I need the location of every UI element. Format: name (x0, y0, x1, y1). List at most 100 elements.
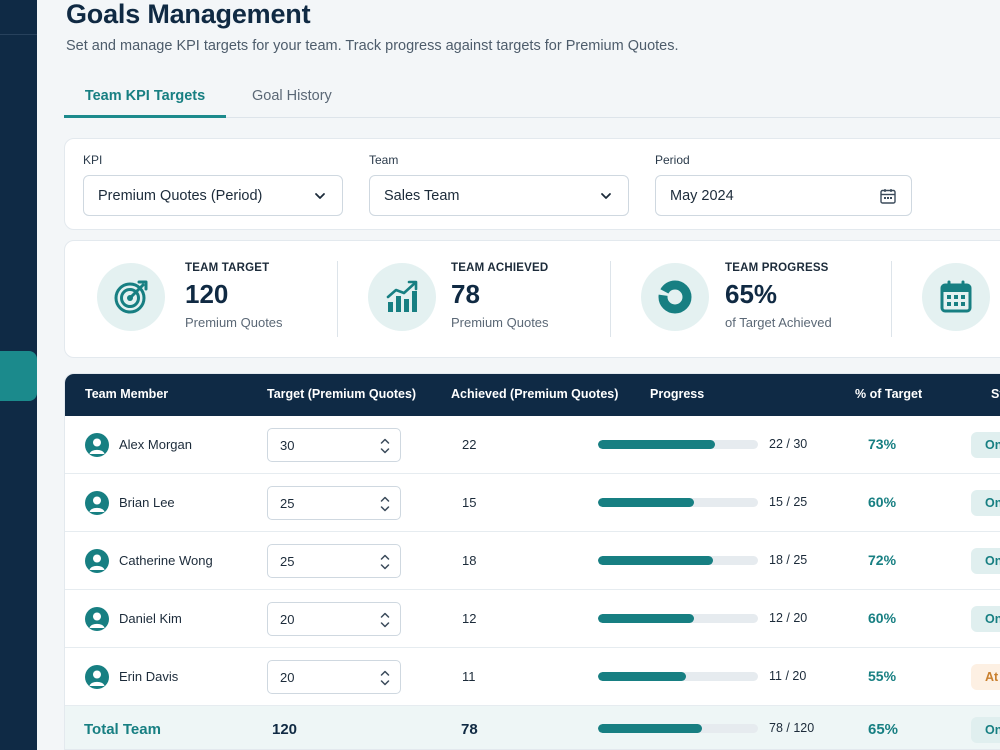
progress-text: 11 / 20 (769, 669, 807, 683)
status-badge: At (971, 664, 1000, 690)
total-progress-text: 78 / 120 (769, 721, 815, 735)
pct-of-target: 55% (868, 668, 897, 684)
chevron-down-icon (315, 192, 325, 199)
achieved-value: 15 (462, 495, 477, 510)
stat-label: TEAM TARGET (185, 262, 270, 274)
status-badge: On (971, 606, 1000, 632)
stat-team-target: TEAM TARGET 120 Premium Quotes (65, 241, 335, 359)
target-value: 30 (280, 438, 295, 453)
target-input[interactable]: 20 (267, 602, 401, 636)
stepper-icon[interactable] (380, 437, 390, 455)
target-value: 25 (280, 496, 295, 511)
achieved-value: 22 (462, 437, 477, 452)
table-total-row: Total Team 120 78 78 / 120 65% On (65, 706, 1000, 749)
member-name: Catherine Wong (119, 553, 213, 568)
status-badge: On (971, 432, 1000, 458)
total-progress-bar (598, 724, 758, 733)
stat-value: 65% (725, 279, 778, 309)
period-value: May 2024 (670, 187, 734, 204)
sidebar-item-active[interactable] (0, 351, 37, 401)
col-target: Target (Premium Quotes) (267, 387, 417, 401)
status-badge: On (971, 548, 1000, 574)
stat-value: 78 (451, 279, 480, 309)
progress-fill (598, 724, 702, 733)
page-subtitle: Set and manage KPI targets for your team… (66, 38, 679, 54)
calendar-icon[interactable] (879, 187, 897, 205)
stat-divider (891, 261, 892, 337)
progress-text: 12 / 20 (769, 611, 808, 625)
progress-bar (598, 672, 758, 681)
stat-text: TEAM TARGET 120 Premium Quotes (185, 262, 283, 330)
tab-goal-history[interactable]: Goal History (252, 88, 332, 104)
period-filter-label: Period (655, 153, 690, 167)
period-date-picker[interactable]: May 2024 (655, 175, 912, 216)
target-input[interactable]: 25 (267, 544, 401, 578)
team-filter: Team Sales Team (369, 153, 629, 216)
stat-team-progress: TEAM PROGRESS 65% of Target Achieved (611, 241, 891, 359)
pct-of-target: 60% (868, 494, 897, 510)
stepper-icon[interactable] (380, 669, 390, 687)
target-value: 25 (280, 554, 295, 569)
table-row: Brian Lee 25 15 15 / 25 60% On (65, 474, 1000, 532)
stat-team-achieved: TEAM ACHIEVED 78 Premium Quotes (338, 241, 610, 359)
member-name: Erin Davis (119, 669, 179, 684)
avatar-icon (85, 607, 109, 631)
tab-team-kpi-targets[interactable]: Team KPI Targets (64, 78, 226, 118)
chevron-down-icon (601, 192, 611, 199)
kpi-filter-label: KPI (83, 153, 103, 167)
period-filter: Period May 2024 (655, 153, 912, 216)
donut-icon (641, 263, 709, 331)
progress-text: 15 / 25 (769, 495, 808, 509)
avatar-icon (85, 549, 109, 573)
achieved-value: 18 (462, 553, 477, 568)
stat-sub: Premium Quotes (451, 315, 549, 330)
stat-label: TEAM PROGRESS (725, 262, 829, 274)
achieved-value: 12 (462, 611, 477, 626)
member-name: Alex Morgan (119, 437, 192, 452)
col-achieved: Achieved (Premium Quotes) (451, 387, 619, 401)
stepper-icon[interactable] (380, 553, 390, 571)
progress-bar (598, 440, 758, 449)
target-input[interactable]: 30 (267, 428, 401, 462)
table-row: Catherine Wong 25 18 18 / 25 72% On (65, 532, 1000, 590)
stepper-icon[interactable] (380, 611, 390, 629)
kpi-select-value: Premium Quotes (Period) (98, 187, 263, 204)
target-icon (97, 263, 165, 331)
progress-bar (598, 556, 758, 565)
progress-fill (598, 672, 686, 681)
stat-divider (610, 261, 611, 337)
avatar-icon (85, 491, 109, 515)
team-select[interactable]: Sales Team (369, 175, 629, 216)
stat-period (892, 241, 1000, 359)
stat-sub: of Target Achieved (725, 315, 832, 330)
stat-sub: Premium Quotes (185, 315, 283, 330)
page-title: Goals Management (66, 0, 311, 29)
stat-text: TEAM ACHIEVED 78 Premium Quotes (451, 262, 549, 330)
col-team-member: Team Member (85, 387, 169, 401)
target-input[interactable]: 20 (267, 660, 401, 694)
main-content: Goals Management Set and manage KPI targ… (37, 0, 1000, 750)
filter-panel: KPI Premium Quotes (Period) Team Sales T… (64, 138, 1000, 230)
progress-fill (598, 498, 694, 507)
pct-of-target: 60% (868, 610, 897, 626)
team-filter-label: Team (369, 153, 399, 167)
target-value: 20 (280, 670, 295, 685)
sidebar (0, 0, 37, 750)
chart-up-icon (368, 263, 436, 331)
status-badge: On (971, 490, 1000, 516)
member-name: Brian Lee (119, 495, 175, 510)
kpi-select[interactable]: Premium Quotes (Period) (83, 175, 343, 216)
tab-bar: Team KPI Targets Goal History (64, 78, 1000, 118)
progress-bar (598, 614, 758, 623)
stat-text: TEAM PROGRESS 65% of Target Achieved (725, 262, 832, 330)
stat-value: 120 (185, 279, 229, 309)
total-status-badge: On (971, 717, 1000, 743)
target-input[interactable]: 25 (267, 486, 401, 520)
calendar-icon (922, 263, 990, 331)
progress-fill (598, 440, 715, 449)
stepper-icon[interactable] (380, 495, 390, 513)
col-status: St (991, 387, 1000, 401)
table-row: Erin Davis 20 11 11 / 20 55% At (65, 648, 1000, 706)
table-row: Daniel Kim 20 12 12 / 20 60% On (65, 590, 1000, 648)
stat-label: TEAM ACHIEVED (451, 262, 549, 274)
